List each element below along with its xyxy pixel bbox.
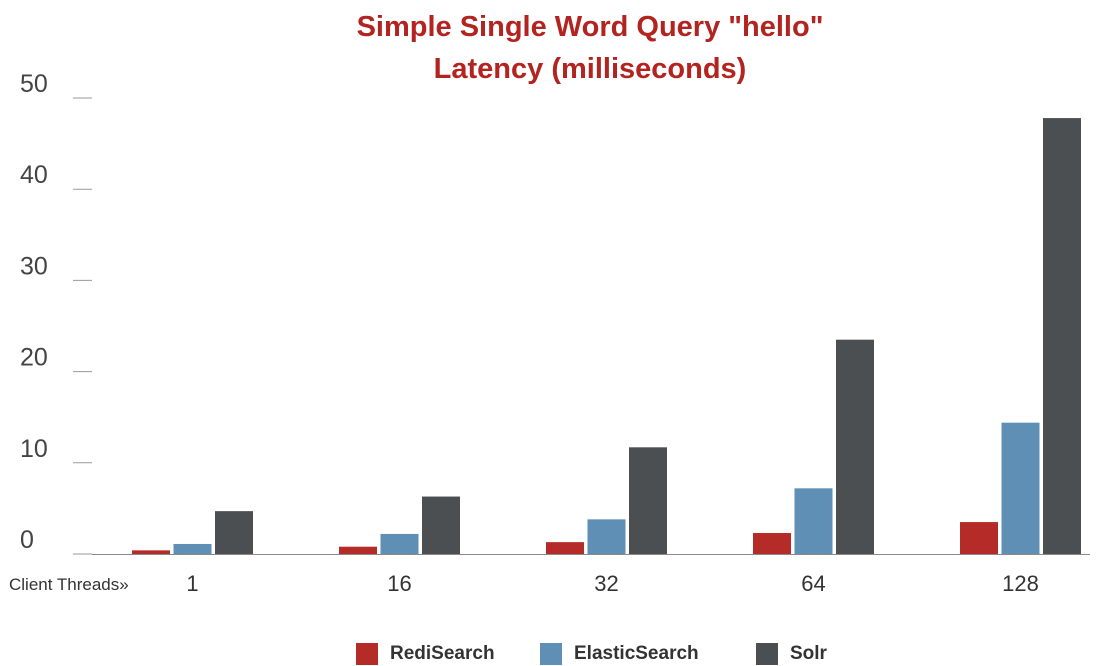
bar-solr-32 [629,447,667,554]
bar-redisearch-128 [960,522,998,554]
legend-item-elasticsearch: ElasticSearch [540,643,699,665]
chart-title: Simple Single Word Query "hello" [356,11,824,43]
bar-redisearch-32 [546,542,584,554]
y-tick-label: 0 [20,526,34,554]
y-tick-label: 30 [20,252,48,280]
bar-solr-1 [215,511,253,554]
x-tick-label: 64 [801,571,825,596]
x-tick-label: 1 [186,571,198,596]
chart-subtitle: Latency (milliseconds) [433,53,747,85]
bar-chart: 0 10 20 30 40 50 1 16 32 64 128 Client Threads» [9,70,1090,596]
y-tick-label: 20 [20,344,48,372]
y-tick-label: 50 [20,70,48,98]
bar-solr-16 [422,496,460,554]
legend-item-solr: Solr [756,643,827,665]
bar-elasticsearch-64 [794,488,833,554]
x-tick-label: 16 [387,571,411,596]
bar-elasticsearch-32 [587,519,626,554]
bar-solr-64 [836,339,874,554]
x-axis-label: Client Threads» [9,575,129,594]
bar-elasticsearch-16 [380,533,419,554]
bar-solr-128 [1043,118,1081,555]
x-tick-label: 128 [1002,571,1039,596]
legend-swatch-elasticsearch [540,643,562,665]
y-tick-label: 40 [20,161,48,189]
legend-label-elasticsearch: ElasticSearch [574,643,699,664]
bar-redisearch-64 [753,533,791,554]
legend-swatch-redisearch [356,643,378,665]
legend-swatch-solr [756,643,778,665]
legend-label-solr: Solr [790,643,827,664]
chart-legend: RediSearch ElasticSearch Solr [0,640,1098,666]
bar-elasticsearch-1 [173,543,212,554]
x-tick-label: 32 [594,571,618,596]
bar-elasticsearch-128 [1001,422,1040,554]
y-tick-label: 10 [20,435,48,463]
legend-label-redisearch: RediSearch [390,643,495,664]
bar-redisearch-16 [339,546,377,554]
bar-redisearch-1 [132,550,170,554]
legend-item-redisearch: RediSearch [356,643,495,665]
